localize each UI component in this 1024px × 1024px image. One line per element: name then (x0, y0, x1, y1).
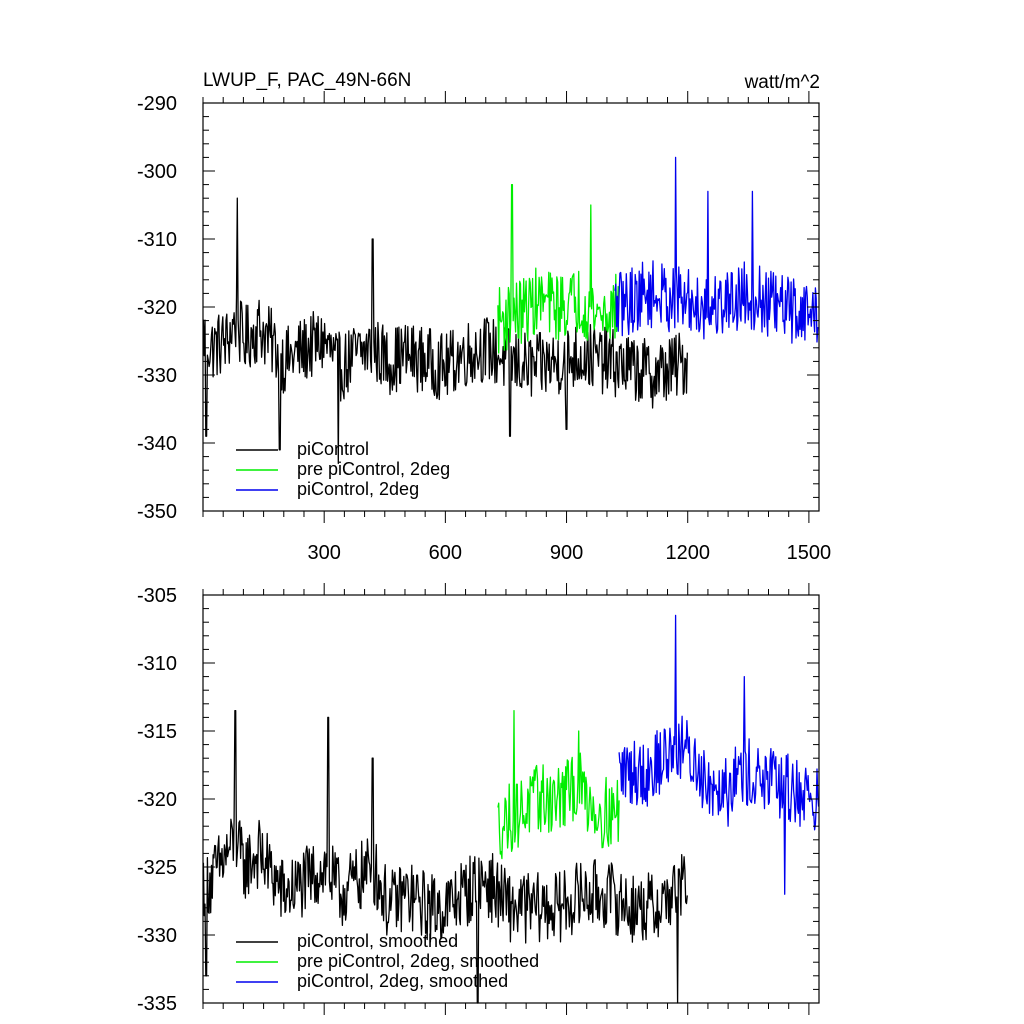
y-tick-label: -340 (137, 433, 177, 455)
top-panel: LWUP_F, PAC_49N-66N watt/m^2 -290 -300 -31… (137, 70, 831, 564)
x-tick-label: 1500 (787, 542, 832, 564)
series-line-picontrol (202, 197, 688, 465)
legend-label: piControl (297, 439, 369, 459)
y-tick-label: -310 (137, 653, 177, 675)
y-tick-label: -315 (137, 721, 177, 743)
series-line-picontrol-2deg (614, 156, 819, 344)
legend-label: piControl, 2deg (297, 479, 419, 499)
y-tick-label: -320 (137, 297, 177, 319)
x-tick-label: 300 (307, 542, 340, 564)
y-tick-label: -300 (137, 161, 177, 183)
y-tick-label: -310 (137, 229, 177, 251)
y-tick-label: -320 (137, 789, 177, 811)
legend-label: pre piControl, 2deg (297, 459, 450, 479)
x-tick-label: 600 (429, 542, 462, 564)
legend-label: piControl, 2deg, smoothed (297, 971, 508, 991)
y-tick-label: -290 (137, 93, 177, 115)
top-panel-title: LWUP_F, PAC_49N-66N (203, 70, 411, 91)
series-line-pre-picontrol-2deg-smoothed (497, 709, 620, 860)
y-tick-label: -330 (137, 365, 177, 387)
y-tick-label: -350 (137, 501, 177, 523)
series-line-picontrol-2deg-smoothed (618, 614, 820, 895)
y-tick-label: -325 (137, 857, 177, 879)
series-line-picontrol-smoothed (202, 709, 688, 1004)
y-tick-label: -335 (137, 993, 177, 1015)
units-label: watt/m^2 (744, 72, 820, 93)
y-tick-label: -330 (137, 925, 177, 947)
y-tick-label: -305 (137, 585, 177, 607)
legend-label: piControl, smoothed (297, 931, 458, 951)
legend-label: pre piControl, 2deg, smoothed (297, 951, 539, 971)
x-tick-label: 1200 (665, 542, 710, 564)
x-tick-label: 900 (550, 542, 583, 564)
series-line-pre-picontrol-2deg (497, 183, 620, 354)
bottom-panel: -305 -310 -315 -320 -325 -330 -335 piControl, … (137, 583, 820, 1015)
